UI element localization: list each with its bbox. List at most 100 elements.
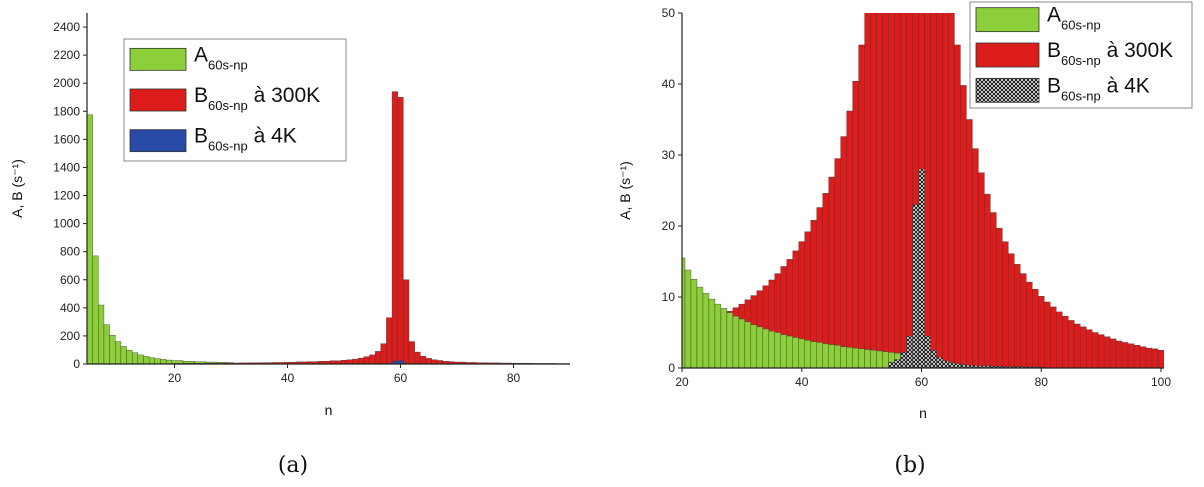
legend-label-A: A60s-np	[194, 43, 248, 72]
bar-B4-62	[930, 350, 937, 368]
bar-B300-62	[408, 341, 415, 364]
y-axis-label: A, B (s⁻¹)	[9, 159, 25, 218]
bar-B300-77	[1020, 273, 1027, 368]
legend-label-B300: B60s-np à 300K	[1047, 39, 1173, 68]
bar-B300-81	[1044, 301, 1051, 368]
bar-A-42	[810, 341, 817, 368]
bar-B300-87	[1079, 326, 1087, 368]
bar-A-45	[828, 344, 835, 368]
y-tick-label: 1200	[53, 189, 80, 203]
legend-swatch-B4	[129, 129, 187, 153]
y-tick-label: 2000	[53, 76, 80, 90]
bar-A-12	[126, 350, 133, 364]
legend-label-B300: B60s-np à 300K	[194, 84, 320, 113]
bar-A-24	[702, 293, 710, 368]
bar-A-52	[870, 350, 877, 368]
panel-label-a: (a)	[278, 453, 308, 478]
bar-B300-67	[960, 85, 967, 368]
bar-A-54	[882, 351, 889, 368]
chart-b: 0 10 20 30 40 50 20 40 60 80 100 n A, B (s⁻¹) A60s-np…	[617, 1, 1193, 421]
bar-A-34	[762, 328, 770, 368]
bar-B300-65	[948, 13, 955, 368]
bar-B300-100	[1157, 350, 1164, 368]
bar-B300-88	[1085, 329, 1093, 368]
bar-A-28	[726, 312, 734, 368]
bar-B300-68	[966, 119, 973, 368]
x-tick-label: 80	[507, 371, 521, 385]
y-tick-label: 1400	[53, 160, 80, 174]
bar-B300-47	[840, 136, 847, 368]
bar-A-13	[131, 352, 139, 364]
x-axis-label: n	[919, 405, 927, 421]
x-tick-label: 100	[1151, 375, 1171, 389]
bar-B300-48	[846, 110, 853, 368]
y-tick-label: 1000	[53, 217, 80, 231]
x-tick-label: 40	[281, 371, 295, 385]
bars	[682, 13, 1164, 368]
x-tick-label: 20	[675, 375, 689, 389]
bar-B300-92	[1109, 338, 1117, 368]
bar-A-49	[852, 347, 859, 368]
bar-A-29	[732, 315, 740, 368]
bar-B300-76	[1014, 264, 1021, 368]
x-tick-label: 80	[1035, 375, 1049, 389]
x-tick-label: 60	[394, 371, 408, 385]
bar-A-48	[846, 347, 853, 368]
bar-B4-64	[942, 360, 949, 368]
bar-B300-95	[1127, 343, 1135, 368]
bar-A-40	[798, 338, 805, 368]
bar-B4-56	[894, 359, 901, 368]
bar-B300-75	[1008, 253, 1015, 368]
bar-B300-71	[984, 193, 991, 368]
x-tick-label: 60	[915, 375, 929, 389]
bar-B300-94	[1121, 342, 1129, 368]
y-tick-label: 800	[60, 245, 80, 259]
bar-B300-57	[380, 343, 387, 364]
bar-A-15	[143, 356, 150, 364]
bar-A-39	[792, 337, 799, 368]
bar-B300-61	[403, 279, 410, 364]
bar-A-9	[109, 335, 116, 364]
bar-A-43	[816, 342, 823, 368]
bar-B300-91	[1103, 336, 1111, 368]
bar-B300-82	[1050, 306, 1057, 368]
chart-a: 0 200 400 600 800 1000 1200 1400 1600 1800 2000 220…	[9, 13, 570, 418]
bar-B300-53	[357, 357, 365, 364]
bar-A-47	[840, 346, 847, 368]
bar-B300-52	[870, 13, 877, 368]
bar-A-36	[774, 332, 781, 368]
bar-B300-74	[1002, 241, 1009, 368]
y-tick-label: 1600	[53, 132, 80, 146]
bar-B300-55	[369, 354, 376, 364]
bar-B300-73	[996, 227, 1003, 368]
bar-A-25	[708, 298, 716, 368]
bar-B300-61	[924, 13, 931, 368]
bar-B300-51	[864, 13, 871, 368]
y-tick-label: 2200	[53, 48, 80, 62]
legend: A60s-np B60s-np à 300K B60s-np à 4K	[969, 1, 1193, 109]
bar-B300-63	[936, 13, 943, 368]
bars	[87, 91, 570, 364]
legend-swatch-B4	[975, 77, 1040, 103]
bar-A-8	[103, 324, 110, 364]
y-tick-label: 50	[662, 6, 676, 20]
bar-A-7	[98, 304, 105, 364]
bar-B300-64	[942, 13, 949, 368]
bar-B4-59	[912, 204, 919, 368]
legend-label-B4: B60s-np à 4K	[194, 125, 297, 154]
bar-A-53	[876, 350, 883, 368]
bar-B300-70	[978, 172, 985, 368]
bar-A-16	[148, 357, 155, 364]
bar-A-31	[744, 321, 752, 368]
bar-B300-69	[972, 148, 979, 368]
bar-B300-66	[954, 44, 961, 368]
y-tick-label: 0	[73, 357, 80, 371]
bar-A-32	[750, 324, 758, 368]
bar-B300-84	[1062, 315, 1069, 368]
bar-A-30	[738, 318, 746, 368]
bar-A-35	[768, 330, 776, 368]
bar-B300-56	[894, 13, 901, 368]
bar-B4-63	[936, 357, 943, 368]
bar-B300-52	[352, 358, 359, 364]
